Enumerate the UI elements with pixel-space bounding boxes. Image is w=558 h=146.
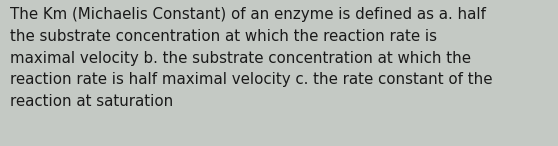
Text: The Km (Michaelis Constant) of an enzyme is defined as a. half
the substrate con: The Km (Michaelis Constant) of an enzyme…	[10, 7, 493, 109]
